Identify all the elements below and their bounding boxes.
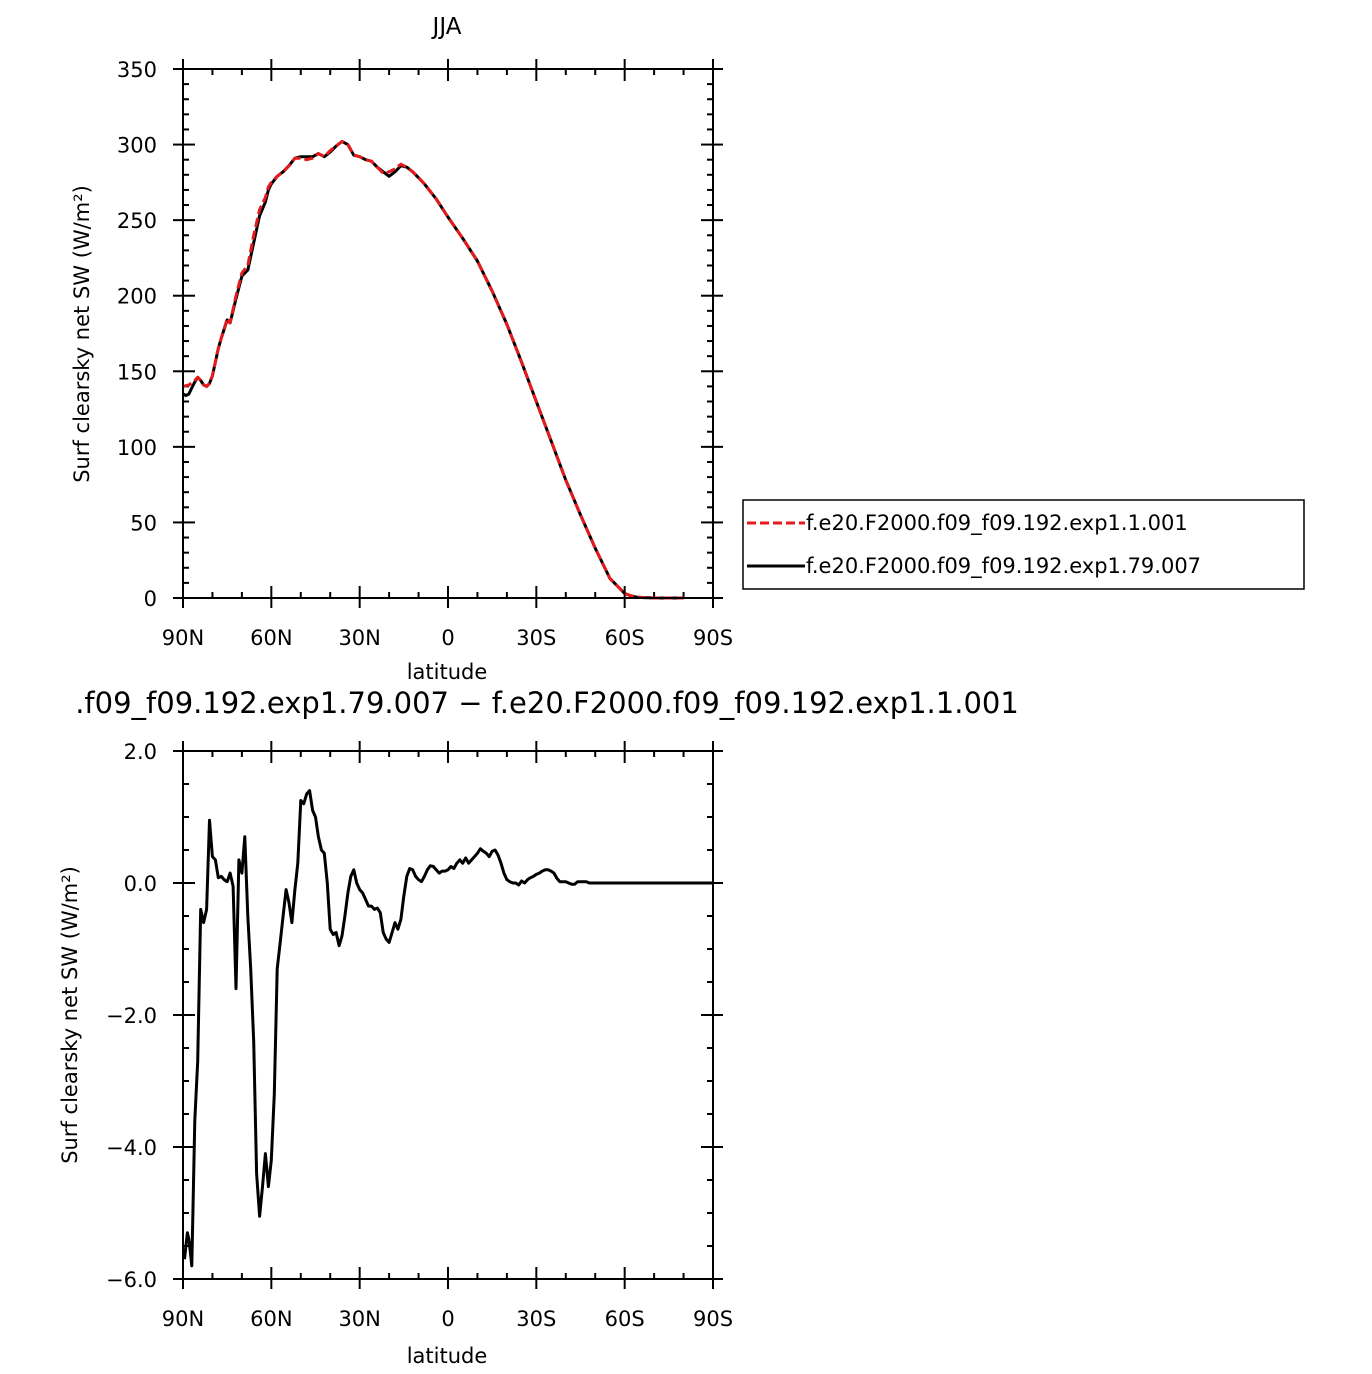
bottom-panel: .f09_f09.192.exp1.79.007 − f.e20.F2000.f… <box>58 686 1019 1368</box>
top-y-tick-label: 250 <box>117 209 157 233</box>
bottom-x-tick-label: 30N <box>338 1307 380 1331</box>
legend: f.e20.F2000.f09_f09.192.exp1.1.001 f.e20… <box>742 499 1305 590</box>
legend-box <box>742 499 1305 590</box>
top-y-tick-label: 200 <box>117 285 157 309</box>
top-x-tick-label: 90S <box>693 626 733 650</box>
top-title: JJA <box>431 14 462 40</box>
top-plot-area: 90N 60N 30N 0 30S 60S 90S 0 50 100 150 200 250 300 350 <box>117 58 733 650</box>
bottom-y-tick-label: −6.0 <box>106 1268 157 1292</box>
bottom-x-tick-label: 90N <box>162 1307 204 1331</box>
top-x-tick-label: 30S <box>516 626 556 650</box>
bottom-x-tick-label: 60N <box>250 1307 292 1331</box>
top-y-tick-label: 150 <box>117 360 157 384</box>
bottom-y-tick-label: −4.0 <box>106 1136 157 1160</box>
top-series-line-1 <box>182 140 684 600</box>
legend-entry-2: f.e20.F2000.f09_f09.192.exp1.79.007 <box>806 554 1201 579</box>
top-y-tick-label: 300 <box>117 134 157 158</box>
bottom-x-axis-label: latitude <box>407 1344 488 1368</box>
top-y-tick-label: 50 <box>130 511 157 535</box>
top-plot-frame <box>182 68 714 599</box>
bottom-x-tick-label: 30S <box>516 1307 556 1331</box>
top-y-tick-label: 0 <box>144 587 157 611</box>
bottom-series-line-1 <box>183 789 713 1268</box>
bottom-y-tick-label: 2.0 <box>124 740 157 764</box>
bottom-x-tick-label: 0 <box>441 1307 454 1331</box>
bottom-x-tick-label: 90S <box>693 1307 733 1331</box>
legend-entry-1: f.e20.F2000.f09_f09.192.exp1.1.001 <box>806 511 1188 536</box>
bottom-y-tick-label: 0.0 <box>124 872 157 896</box>
bottom-plot-frame <box>182 750 714 1280</box>
bottom-title: .f09_f09.192.exp1.79.007 − f.e20.F2000.f… <box>75 686 1019 720</box>
top-y-tick-label: 350 <box>117 58 157 82</box>
top-x-tick-label: 30N <box>338 626 380 650</box>
top-y-tick-label: 100 <box>117 436 157 460</box>
bottom-x-tick-label: 60S <box>605 1307 645 1331</box>
top-x-tick-label: 90N <box>162 626 204 650</box>
top-y-axis-label: Surf clearsky net SW (W/m²) <box>70 185 94 483</box>
top-x-tick-label: 0 <box>441 626 454 650</box>
top-x-axis-label: latitude <box>407 660 488 684</box>
bottom-y-axis-label: Surf clearsky net SW (W/m²) <box>58 866 82 1164</box>
bottom-y-tick-label: −2.0 <box>106 1004 157 1028</box>
top-x-tick-label: 60N <box>250 626 292 650</box>
top-panel: JJA 90N 60N 30N 0 30S 60S 90S 0 50 100 150 200 250 30… <box>70 14 1305 684</box>
bottom-plot-area: 90N 60N 30N 0 30S 60S 90S −6.0 −4.0 −2.0 0.0 2.0 <box>106 740 733 1331</box>
top-x-tick-label: 60S <box>605 626 645 650</box>
